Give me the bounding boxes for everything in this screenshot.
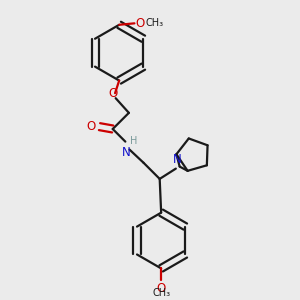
Text: O: O bbox=[108, 87, 117, 100]
Text: H: H bbox=[130, 136, 138, 146]
Text: CH₃: CH₃ bbox=[145, 18, 163, 28]
Text: O: O bbox=[135, 17, 145, 30]
Text: N: N bbox=[173, 153, 182, 166]
Text: O: O bbox=[87, 120, 96, 133]
Text: O: O bbox=[157, 282, 166, 295]
Text: N: N bbox=[122, 146, 130, 159]
Text: CH₃: CH₃ bbox=[152, 288, 170, 298]
